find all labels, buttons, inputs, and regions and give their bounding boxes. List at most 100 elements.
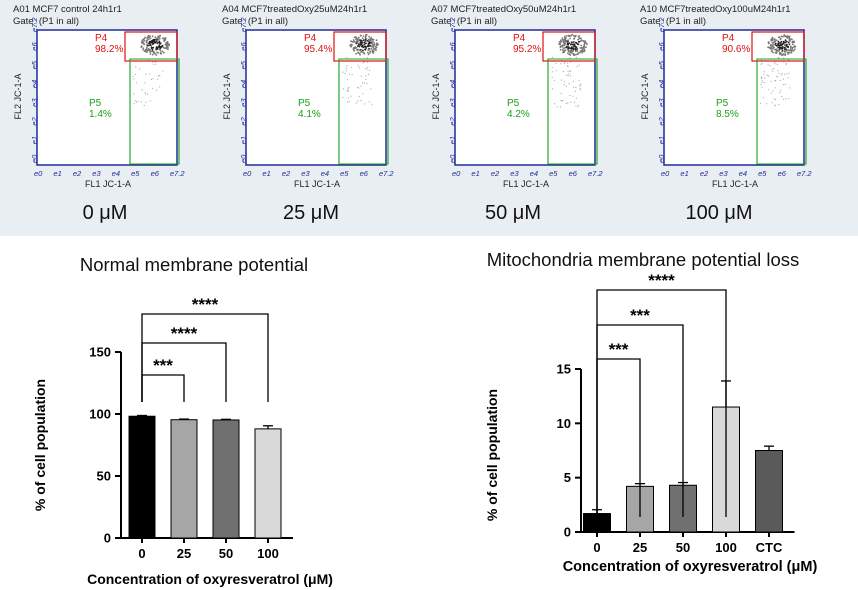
event-dot [352,39,355,41]
event-dot [140,46,143,48]
event-dot [790,38,792,41]
event-dot [578,37,581,40]
x-tick-label: 0 [593,540,600,555]
event-dot [564,61,566,63]
event-dot [775,51,778,54]
event-dot [791,47,794,50]
event-dot [346,65,348,67]
p4-value: 95.2% [513,44,541,55]
p5-label: P5 [298,98,311,109]
event-dot [364,38,367,41]
event-dot [574,90,576,92]
event-dot [147,34,150,37]
y-tick-label: e4 [239,80,248,88]
event-dot [347,90,349,92]
event-dot [774,63,776,65]
event-dot [358,67,360,69]
event-dot [155,89,158,91]
event-dot [556,106,558,108]
event-dot [353,36,356,39]
event-dot [780,40,783,43]
event-dot [779,52,782,55]
event-dot [579,87,581,89]
event-dot [571,52,573,54]
event-dot [357,37,360,39]
event-dot [159,49,162,51]
event-dot [562,49,565,52]
concentration-label: 100 μM [685,202,753,224]
event-dot [771,68,773,70]
event-dot [358,49,361,51]
p5-value: 4.1% [298,109,321,120]
concentration-label: 0 μM [82,202,128,224]
event-dot [369,38,371,41]
event-dot [562,100,564,102]
event-dot [568,73,570,75]
event-dot [784,83,786,85]
event-dot [366,69,368,71]
event-dot [135,66,137,68]
event-dot [558,43,560,45]
event-dot [152,78,154,80]
event-dot [771,44,774,46]
event-dot [155,54,158,56]
gate-p5 [338,58,389,165]
p5-label: P5 [507,98,520,109]
event-dot [776,75,778,77]
event-dot [773,98,775,100]
event-dot [151,61,154,63]
event-dot [562,51,564,54]
event-dot [779,42,782,44]
event-dot [759,102,761,104]
event-dot [783,50,786,53]
event-dot [363,52,366,55]
event-dot [770,92,772,94]
x-tick-label: e1 [680,169,688,178]
x-tick-label: e2 [282,169,291,178]
event-dot [162,70,164,72]
event-dot [793,48,796,51]
event-dot [159,51,162,53]
event-dot [368,52,371,54]
event-dot [353,40,356,43]
event-dot [774,42,777,45]
event-dot [552,88,554,90]
event-dot [780,74,782,76]
event-dot [159,43,161,45]
event-dot [571,33,574,36]
flow-plot-gate: Gate: (P1 in all) [13,16,79,27]
event-dot [348,87,350,89]
event-dot [345,70,347,72]
event-dot [786,35,789,38]
event-dot [787,41,790,44]
event-dot [134,73,136,76]
event-dot [775,48,778,50]
event-dot [771,45,774,48]
event-dot [788,39,791,42]
event-dot [794,45,797,48]
event-dot [781,50,783,53]
x-tick-label: 25 [177,546,191,561]
event-dot [763,71,765,73]
event-dot [133,78,135,80]
event-dot [144,36,147,39]
y-tick-label: e7.2 [448,17,457,32]
event-dot [580,44,583,47]
gate-p5 [756,58,807,165]
event-dot [767,46,769,48]
event-dot [762,97,764,99]
event-dot [579,40,582,43]
event-dot [152,46,155,49]
event-dot [581,51,583,54]
event-dot [141,40,143,43]
event-dot [149,43,152,46]
event-dot [155,63,157,65]
x-axis-label: FL1 JC-1-A [85,179,131,189]
y-tick-label: e6 [239,42,248,51]
event-dot [565,35,568,37]
p4-label: P4 [304,33,317,44]
event-dot [555,70,557,72]
event-dot [763,82,765,84]
event-dot [786,37,789,39]
